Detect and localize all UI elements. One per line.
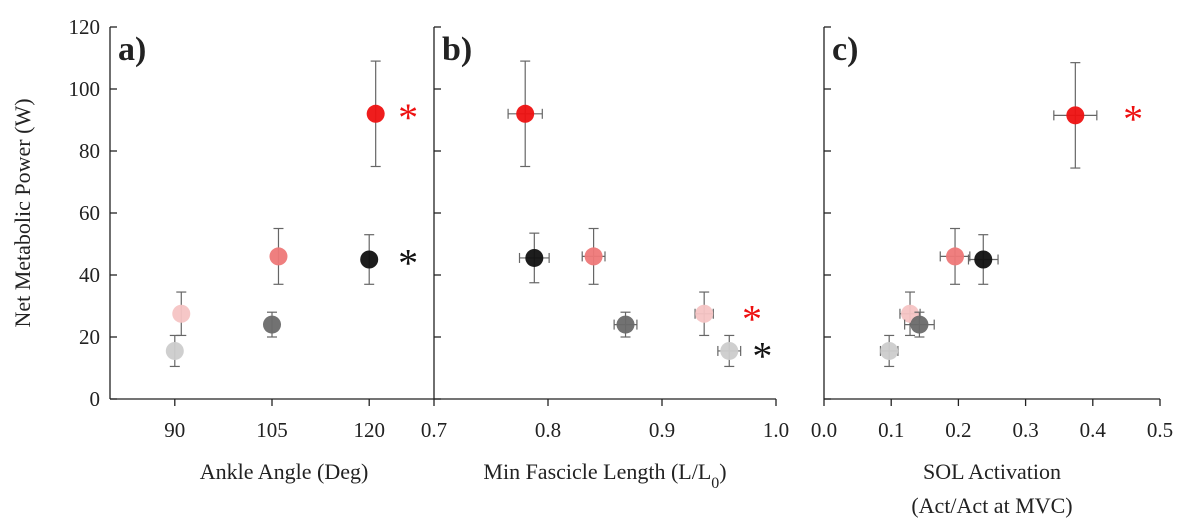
marker-black bbox=[525, 248, 544, 267]
marker-red bbox=[366, 104, 385, 123]
point-light-gray bbox=[879, 334, 899, 368]
marker-dark-gray bbox=[910, 315, 929, 334]
x-tick-label: 1.0 bbox=[763, 418, 789, 442]
point-dark-gray bbox=[904, 311, 935, 338]
marker-red bbox=[516, 104, 535, 123]
point-light-gray bbox=[717, 334, 742, 368]
significance-asterisk: * bbox=[1123, 96, 1143, 141]
marker-light-red bbox=[172, 304, 191, 323]
x-tick-label: 105 bbox=[256, 418, 288, 442]
x-tick-label: 90 bbox=[164, 418, 185, 442]
y-tick-label: 60 bbox=[79, 201, 100, 225]
x-tick-label: 120 bbox=[353, 418, 385, 442]
point-dark-gray bbox=[613, 311, 638, 338]
x-tick-label: 0.8 bbox=[535, 418, 561, 442]
x-tick-label: 0.4 bbox=[1080, 418, 1107, 442]
x-tick-label: 0.0 bbox=[811, 418, 837, 442]
panel-letter: c) bbox=[832, 31, 858, 68]
panel-letter: b) bbox=[442, 31, 472, 68]
x-tick-label: 0.3 bbox=[1012, 418, 1038, 442]
x-axis-title-subscript: 0 bbox=[711, 475, 719, 492]
significance-asterisk: * bbox=[398, 241, 418, 286]
point-mid-red bbox=[939, 227, 971, 285]
point-light-red bbox=[172, 291, 191, 337]
x-axis-title-main: Min Fascicle Length (L/L bbox=[483, 459, 711, 484]
marker-light-red bbox=[695, 304, 714, 323]
marker-mid-red bbox=[946, 247, 965, 266]
x-tick-label: 0.5 bbox=[1147, 418, 1173, 442]
marker-mid-red bbox=[269, 247, 288, 266]
x-axis-title: Ankle Angle (Deg) bbox=[200, 459, 369, 484]
y-tick-label: 100 bbox=[69, 77, 101, 101]
marker-light-gray bbox=[880, 341, 899, 360]
point-black bbox=[967, 234, 999, 285]
y-tick-label: 40 bbox=[79, 263, 100, 287]
point-black bbox=[518, 232, 550, 284]
y-tick-label: 20 bbox=[79, 325, 100, 349]
point-mid-red bbox=[269, 227, 288, 285]
point-red bbox=[1053, 62, 1098, 169]
significance-asterisk: * bbox=[752, 334, 772, 379]
panel-a: 0 20 40 60 80 100 120 90 105 120 a) Ankle Angle (De… bbox=[10, 15, 434, 484]
panel-c: 0.0 0.1 0.2 0.3 0.4 0.5 c) SOL Activation (Act/A… bbox=[811, 26, 1173, 518]
significance-asterisk: * bbox=[398, 95, 418, 140]
x-tick-label: 0.2 bbox=[945, 418, 971, 442]
y-tick-label: 0 bbox=[90, 387, 101, 411]
marker-dark-gray bbox=[616, 315, 635, 334]
x-axis-title: SOL Activation bbox=[923, 459, 1061, 484]
point-light-gray bbox=[165, 334, 184, 368]
y-tick-label: 120 bbox=[69, 15, 101, 39]
x-tick-label: 0.7 bbox=[421, 418, 447, 442]
point-red bbox=[366, 60, 385, 168]
point-dark-gray bbox=[263, 311, 281, 338]
significance-asterisk: * bbox=[742, 296, 762, 341]
panel-b: 0.7 0.8 0.9 1.0 b) Min Fascicle Length (L/L0)… bbox=[421, 26, 789, 492]
marker-red bbox=[1066, 106, 1085, 125]
point-black bbox=[360, 234, 379, 285]
y-tick-label: 80 bbox=[79, 139, 100, 163]
marker-dark-gray bbox=[263, 315, 281, 334]
y-axis-title: Net Metabolic Power (W) bbox=[10, 98, 35, 327]
marker-black bbox=[360, 250, 379, 269]
point-light-red bbox=[694, 291, 714, 337]
x-axis-title: Min Fascicle Length (L/L0) bbox=[483, 459, 726, 492]
x-tick-label: 0.1 bbox=[878, 418, 904, 442]
marker-mid-red bbox=[584, 247, 603, 266]
x-axis-title-close: ) bbox=[719, 459, 726, 484]
x-tick-label: 0.9 bbox=[649, 418, 675, 442]
marker-light-gray bbox=[165, 341, 184, 360]
marker-light-gray bbox=[720, 341, 739, 360]
x-axis-title-line2: (Act/Act at MVC) bbox=[911, 493, 1072, 518]
point-mid-red bbox=[581, 227, 606, 285]
point-red bbox=[507, 60, 543, 168]
panel-letter: a) bbox=[118, 31, 146, 68]
marker-black bbox=[974, 250, 993, 269]
